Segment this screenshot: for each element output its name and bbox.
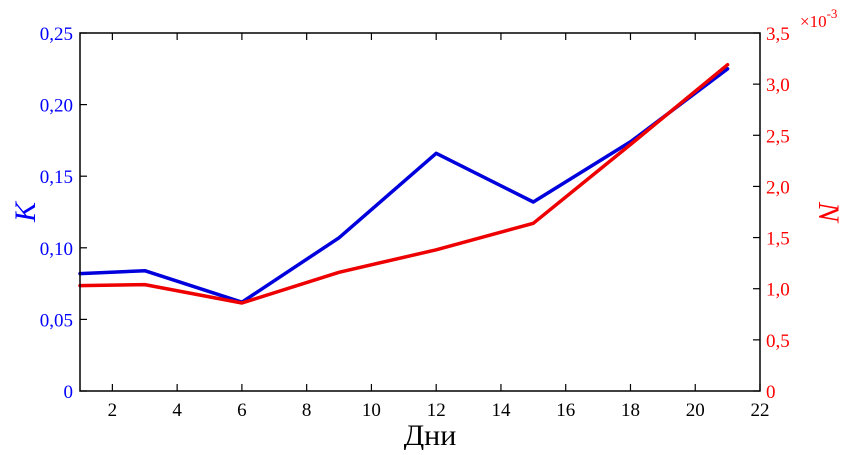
left-tick-label: 0,05 — [40, 310, 73, 331]
left-tick-label: 0,20 — [40, 96, 73, 117]
right-tick-label: 0,5 — [766, 331, 790, 352]
multiplier-exponent: -3 — [827, 6, 838, 21]
series-line-0 — [78, 67, 730, 304]
x-tick-label: 8 — [302, 400, 312, 421]
left-tick-label: 0,25 — [40, 24, 73, 45]
right-tick-label: 1,5 — [766, 229, 790, 250]
left-tick-label: 0 — [64, 382, 74, 403]
x-tick-label: 12 — [427, 400, 446, 421]
right-tick-label: 2,0 — [766, 177, 790, 198]
x-tick-label: 14 — [491, 400, 511, 421]
right-tick-label: 3,0 — [766, 75, 790, 96]
right-tick-label: 2,5 — [766, 126, 790, 147]
right-axis: 0 0,5 1,0 1,5 2,0 2,5 3,0 3,5 — [753, 24, 790, 403]
x-tick-label: 16 — [556, 400, 575, 421]
x-tick-label: 10 — [362, 400, 381, 421]
left-axis-title: K — [9, 200, 42, 223]
left-tick-label: 0,10 — [40, 239, 73, 260]
right-axis-multiplier: ×10-3 — [800, 6, 837, 31]
plot-frame — [79, 32, 761, 392]
x-ticks: 2 4 6 8 10 12 14 16 18 20 22 — [108, 33, 770, 421]
x-tick-label: 2 — [108, 400, 118, 421]
x-tick-label: 22 — [751, 400, 770, 421]
x-axis-title: Дни — [404, 419, 457, 450]
left-tick-label: 0,15 — [40, 167, 73, 188]
right-axis-title: N — [812, 201, 845, 224]
series-layer — [78, 62, 730, 305]
right-tick-label: 1,0 — [766, 280, 790, 301]
series-line-1 — [78, 62, 730, 305]
right-tick-label: 3,5 — [766, 24, 790, 45]
right-tick-label: 0 — [766, 382, 776, 403]
left-axis: 0 0,05 0,10 0,15 0,20 0,25 — [40, 24, 87, 403]
multiplier-base: ×10 — [800, 12, 827, 31]
x-tick-label: 6 — [237, 400, 247, 421]
x-tick-label: 20 — [686, 400, 705, 421]
x-tick-label: 4 — [172, 400, 182, 421]
x-tick-label: 18 — [621, 400, 640, 421]
